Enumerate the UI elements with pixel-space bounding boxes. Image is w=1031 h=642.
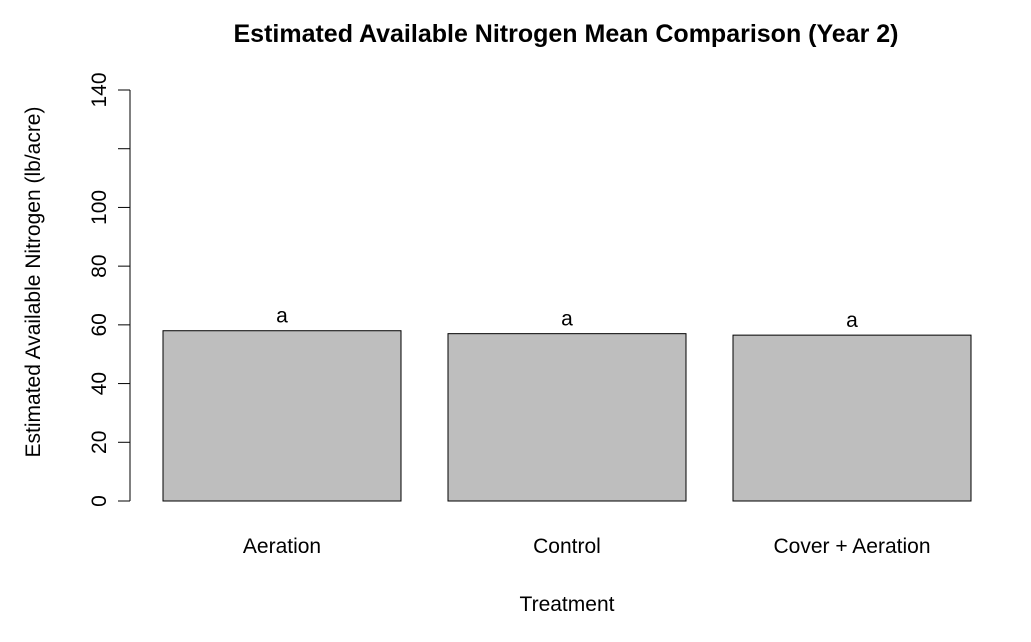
bars-group: a Aeration a Control a Cover + Aeration [162,305,972,558]
y-axis-ticks: 0 20 40 60 80 100 140 [88,72,130,507]
y-tick-label: 20 [88,431,111,454]
significance-letter: a [276,305,288,328]
significance-letter: a [561,308,573,331]
x-category-label: Control [533,535,601,558]
bar-cover-aeration [732,334,972,502]
significance-letter: a [846,309,858,332]
x-category-label: Cover + Aeration [773,535,930,558]
y-axis-label: Estimated Available Nitrogen (lb/acre) [22,107,45,458]
chart-title: Estimated Available Nitrogen Mean Compar… [234,20,899,48]
y-tick-label: 100 [88,190,111,225]
bar-control [447,333,687,502]
y-tick-label: 80 [88,254,111,277]
y-tick-label: 0 [88,495,111,507]
bar-aeration [162,330,402,502]
y-tick-label: 60 [88,313,111,336]
y-tick-label: 140 [88,72,111,107]
x-axis-label: Treatment [520,593,615,616]
y-tick-label: 40 [88,372,111,395]
x-category-label: Aeration [243,535,321,558]
